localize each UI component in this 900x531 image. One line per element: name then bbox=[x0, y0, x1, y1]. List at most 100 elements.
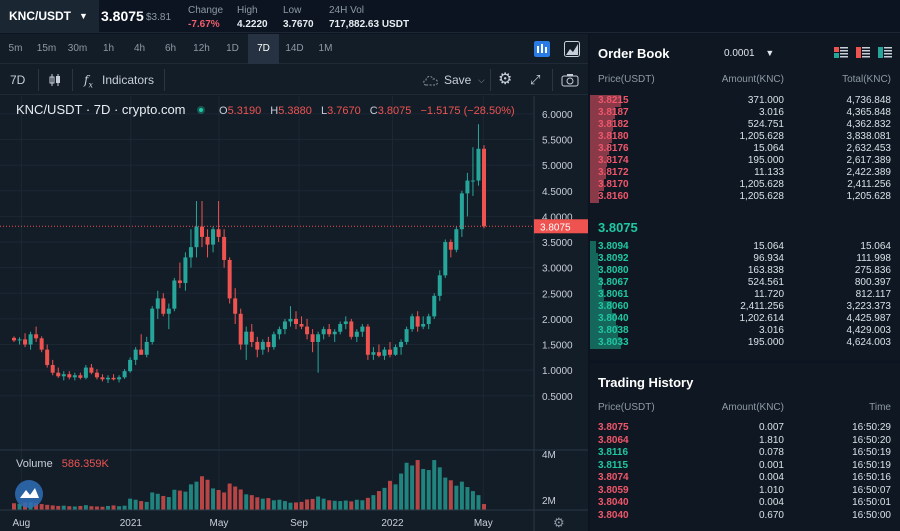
ask-row[interactable]: 3.8182 524.751 4,362.832 bbox=[590, 119, 900, 131]
interval-6h[interactable]: 6h bbox=[164, 42, 177, 54]
col-header-amount: Amount(KNC) bbox=[721, 402, 784, 413]
price-tick-label: 5.0000 bbox=[542, 161, 573, 172]
candle bbox=[305, 318, 310, 340]
order-total: 111.998 bbox=[856, 253, 891, 264]
volume-value: 586.359K bbox=[62, 458, 110, 470]
ask-row[interactable]: 3.8170 1,205.628 2,411.256 bbox=[590, 179, 900, 191]
interval-12h[interactable]: 12h bbox=[193, 42, 210, 54]
depth-bar bbox=[590, 119, 614, 131]
order-amount: 524.751 bbox=[747, 119, 784, 130]
pair-selector[interactable]: KNC/USDT ▼ bbox=[0, 0, 99, 32]
price-tick-label: 4.5000 bbox=[542, 187, 573, 198]
interval-4h[interactable]: 4h bbox=[133, 42, 146, 54]
trade-time: 16:50:20 bbox=[852, 434, 891, 446]
volume-bar bbox=[222, 492, 227, 510]
candle bbox=[327, 324, 332, 337]
trade-time: 16:50:07 bbox=[852, 484, 891, 496]
candle bbox=[28, 331, 33, 350]
depth-bar bbox=[590, 191, 600, 203]
depth-chart-icon[interactable] bbox=[534, 41, 550, 57]
order-total: 275.836 bbox=[854, 265, 891, 276]
interval-1d[interactable]: 1D bbox=[226, 42, 239, 54]
fullscreen-icon[interactable]: ⤢ bbox=[530, 72, 541, 87]
candle bbox=[338, 321, 343, 335]
volume-bar bbox=[249, 495, 254, 510]
interval-14d[interactable]: 14D bbox=[285, 42, 304, 54]
indicators-icon[interactable]: fx bbox=[84, 73, 93, 90]
ask-row[interactable]: 3.8174 195.000 2,617.389 bbox=[590, 155, 900, 167]
time-tick-label: Aug bbox=[12, 518, 30, 529]
volume-bar bbox=[216, 490, 221, 510]
trade-price: 3.8059 bbox=[598, 484, 629, 496]
low-value: 3.7670 bbox=[327, 105, 361, 117]
candle bbox=[50, 359, 55, 376]
volume-bar bbox=[305, 499, 310, 510]
volume-bar bbox=[465, 487, 470, 510]
ask-row[interactable]: 3.8215 371.000 4,736.848 bbox=[590, 95, 900, 107]
area-chart-icon[interactable] bbox=[564, 41, 580, 57]
candle-type-icon[interactable] bbox=[48, 73, 62, 87]
camera-icon[interactable] bbox=[561, 73, 579, 87]
interval-7d[interactable]: 7D bbox=[248, 33, 279, 64]
interval-5m[interactable]: 5m bbox=[8, 42, 23, 54]
precision-value: 0.0001 bbox=[724, 48, 755, 59]
gear-icon[interactable]: ⚙ bbox=[498, 71, 513, 88]
last-price-usd: $3.81 bbox=[146, 12, 172, 23]
bid-row[interactable]: 3.8060 2,411.256 3,223.373 bbox=[590, 301, 900, 313]
precision-select[interactable]: 0.0001 ▼ bbox=[724, 48, 774, 59]
trade-price: 3.8075 bbox=[598, 422, 629, 433]
time-settings-icon: ⚙ bbox=[553, 515, 565, 530]
toolbar-interval[interactable]: 7D bbox=[10, 73, 26, 87]
chevron-down-icon[interactable]: ⌵ bbox=[478, 75, 485, 85]
volume-bar bbox=[332, 500, 337, 510]
indicators-button[interactable]: Indicators bbox=[102, 73, 155, 87]
interval-1h[interactable]: 1h bbox=[102, 42, 115, 54]
ask-row[interactable]: 3.8172 11.133 2,422.389 bbox=[590, 167, 900, 179]
volume-bar bbox=[50, 505, 55, 510]
ask-row[interactable]: 3.8176 15.064 2,632.453 bbox=[590, 143, 900, 155]
bid-row[interactable]: 3.8033 195.000 4,624.003 bbox=[590, 337, 900, 349]
volume-bar bbox=[338, 501, 343, 510]
order-price: 3.8040 bbox=[598, 313, 629, 324]
cloud-icon[interactable] bbox=[422, 74, 440, 86]
chart-toolbar: 7D fx Indicators Save ⌵ ⚙ ⤢ bbox=[0, 65, 588, 95]
volume-bar bbox=[260, 498, 265, 510]
volume-bar bbox=[122, 505, 127, 510]
depth-bar bbox=[590, 95, 621, 107]
volume-bar bbox=[12, 503, 16, 510]
candle bbox=[111, 374, 116, 381]
order-price: 3.8094 bbox=[598, 241, 629, 252]
price-chart[interactable]: 6.0000 5.5000 5.0000 4.5000 4.0000 3.5000 3.00… bbox=[0, 96, 588, 531]
bids-view-icon[interactable] bbox=[878, 47, 892, 58]
trade-time: 16:50:01 bbox=[852, 497, 891, 508]
ask-row[interactable]: 3.8180 1,205.628 3,838.081 bbox=[590, 131, 900, 143]
bid-row[interactable]: 3.8038 3.016 4,429.003 bbox=[590, 325, 900, 337]
interval-15m[interactable]: 15m bbox=[36, 42, 57, 54]
ask-row[interactable]: 3.8160 1,205.628 1,205.628 bbox=[590, 191, 900, 203]
volume-bar bbox=[166, 497, 171, 510]
bid-row[interactable]: 3.8040 1,202.614 4,425.987 bbox=[590, 313, 900, 325]
save-button[interactable]: Save bbox=[444, 73, 472, 87]
asks-view-icon[interactable] bbox=[856, 47, 870, 58]
order-price: 3.8174 bbox=[598, 155, 629, 166]
candle bbox=[404, 326, 409, 345]
candle bbox=[294, 311, 298, 330]
bid-row[interactable]: 3.8094 15.064 15.064 bbox=[590, 241, 900, 253]
ask-row[interactable]: 3.8187 3.016 4,365.848 bbox=[590, 107, 900, 119]
interval-30m[interactable]: 30m bbox=[67, 42, 88, 54]
bid-row[interactable]: 3.8080 163.838 275.836 bbox=[590, 265, 900, 277]
bid-row[interactable]: 3.8092 96.934 111.998 bbox=[590, 253, 900, 265]
candle bbox=[310, 329, 315, 353]
both-sides-view-icon[interactable] bbox=[834, 47, 848, 58]
bid-row[interactable]: 3.8067 524.561 800.397 bbox=[590, 277, 900, 289]
order-total: 800.397 bbox=[854, 277, 891, 288]
candle bbox=[128, 357, 133, 373]
volume-bar bbox=[415, 460, 420, 510]
volume-bar bbox=[39, 504, 44, 510]
stat-value: 4.2220 bbox=[237, 19, 268, 30]
order-price: 3.8033 bbox=[598, 337, 629, 348]
interval-1m[interactable]: 1M bbox=[318, 42, 333, 54]
candle bbox=[17, 337, 22, 345]
bid-row[interactable]: 3.8061 11.720 812.117 bbox=[590, 289, 900, 301]
price-tick-label: 2.5000 bbox=[542, 289, 573, 300]
